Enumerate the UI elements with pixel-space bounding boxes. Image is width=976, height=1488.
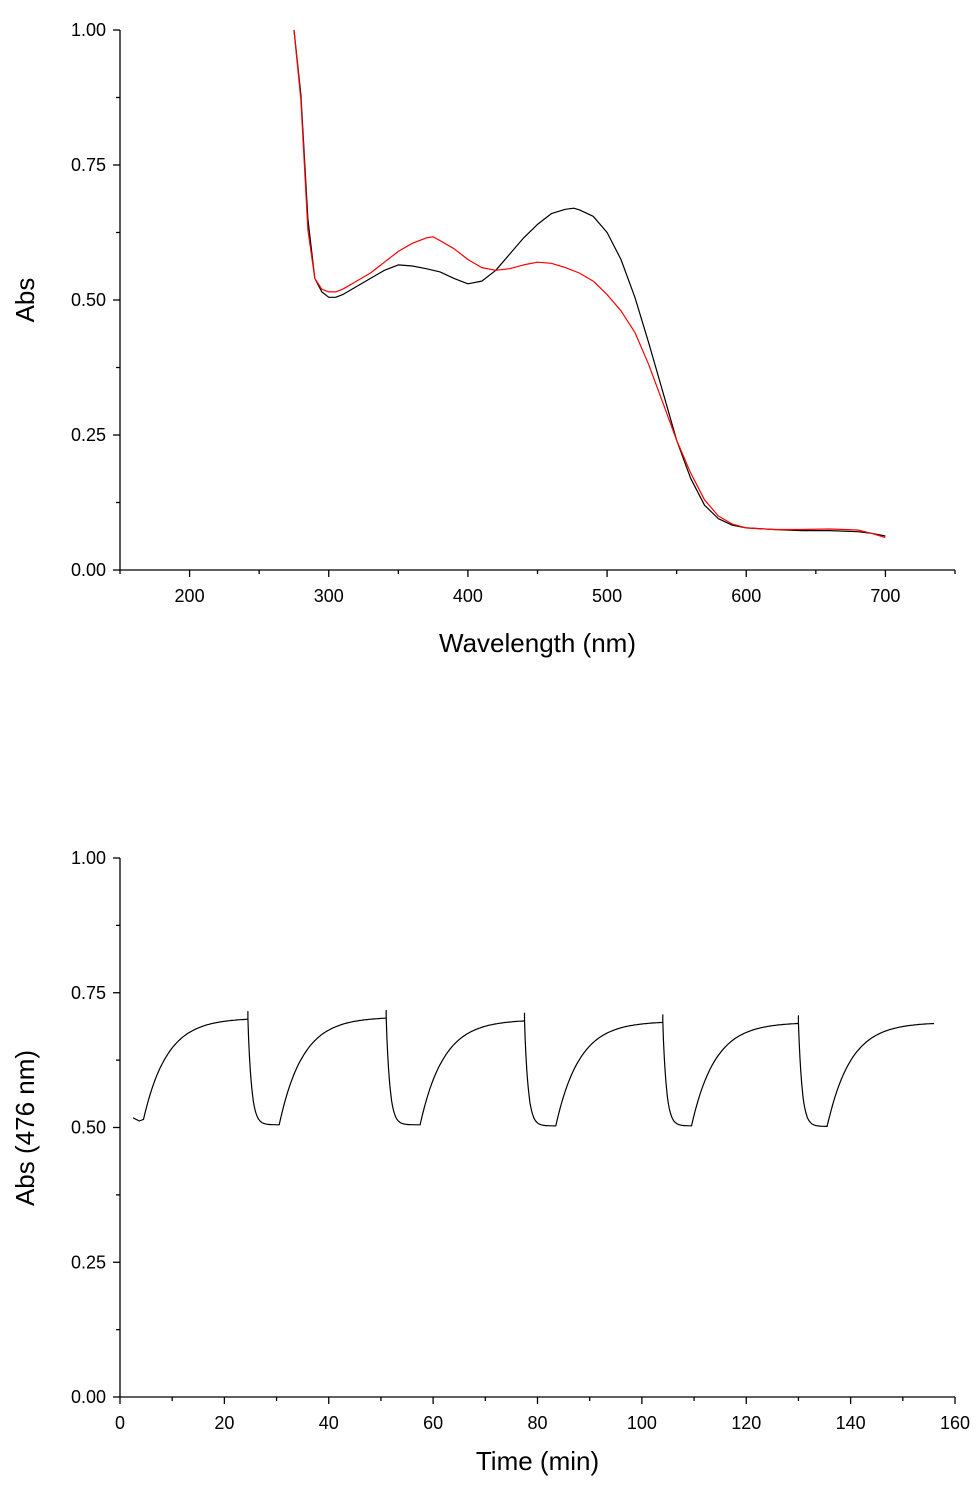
x-tick-label: 100 bbox=[627, 1413, 657, 1433]
y-tick-label: 1.00 bbox=[71, 848, 106, 868]
spectrum-series-2 bbox=[293, 29, 886, 539]
y-tick-label: 0.50 bbox=[71, 290, 106, 310]
y-tick-label: 0.25 bbox=[71, 425, 106, 445]
y-tick-label: 0.25 bbox=[71, 1252, 106, 1272]
spectrum-series-1 bbox=[293, 29, 886, 537]
y-tick-label: 1.00 bbox=[71, 20, 106, 40]
y-axis-title: Abs (476 nm) bbox=[10, 1050, 40, 1206]
x-axis-title: Wavelength (nm) bbox=[439, 628, 636, 658]
x-tick-label: 140 bbox=[836, 1413, 866, 1433]
kinetics-chart: 0.00 0.25 0.50 0.75 1.00 0 20 40 60 80 100 120 140 16… bbox=[10, 848, 970, 1476]
y-axis-title: Abs bbox=[10, 278, 40, 323]
x-tick-label: 60 bbox=[423, 1413, 443, 1433]
kinetics-series bbox=[132, 1009, 935, 1127]
y-tick-label: 0.75 bbox=[71, 983, 106, 1003]
x-tick-label: 160 bbox=[940, 1413, 970, 1433]
x-axis-title: Time (min) bbox=[476, 1446, 599, 1476]
x-tick-label: 0 bbox=[115, 1413, 125, 1433]
y-tick-label: 0.75 bbox=[71, 155, 106, 175]
x-tick-label: 700 bbox=[870, 586, 900, 606]
x-tick-label: 200 bbox=[175, 586, 205, 606]
x-tick-label: 500 bbox=[592, 586, 622, 606]
x-tick-label: 400 bbox=[453, 586, 483, 606]
x-tick-label: 300 bbox=[314, 586, 344, 606]
x-tick-label: 40 bbox=[319, 1413, 339, 1433]
x-tick-label: 20 bbox=[214, 1413, 234, 1433]
y-tick-label: 0.00 bbox=[71, 560, 106, 580]
x-tick-label: 600 bbox=[731, 586, 761, 606]
y-tick-label: 0.00 bbox=[71, 1387, 106, 1407]
x-tick-label: 80 bbox=[527, 1413, 547, 1433]
spectrum-chart: 0.00 0.25 0.50 0.75 1.00 200 300 400 500 600 700 Wa… bbox=[10, 20, 956, 658]
y-tick-label: 0.50 bbox=[71, 1118, 106, 1138]
x-tick-label: 120 bbox=[731, 1413, 761, 1433]
